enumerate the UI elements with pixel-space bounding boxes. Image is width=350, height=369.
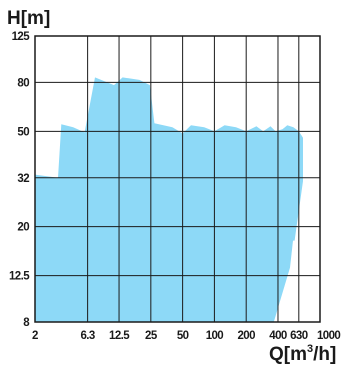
x-tick-label: 1000 (317, 330, 340, 342)
x-tick-label: 630 (290, 330, 308, 342)
x-axis-title-main: Q[m (269, 344, 307, 365)
x-tick-label: 25 (145, 330, 158, 342)
performance-area-0 (35, 77, 303, 323)
y-axis-title: H[m] (7, 8, 50, 29)
y-tick-label: 125 (12, 31, 31, 43)
fill-layer (35, 77, 303, 323)
x-tick-label: 200 (237, 330, 255, 342)
x-tick-label: 2 (32, 330, 38, 342)
x-tick-label: 400 (269, 330, 287, 342)
y-tick-label: 8 (23, 317, 30, 329)
y-tick-label: 80 (17, 77, 29, 89)
x-tick-label: 100 (206, 330, 224, 342)
y-tick-label: 12.5 (9, 271, 30, 283)
grid-layer (34, 35, 321, 323)
x-tick-label: 12.5 (109, 330, 130, 342)
y-tick-label: 50 (17, 126, 29, 138)
plot-frame (34, 35, 321, 323)
x-axis-title: Q[m3/h] (269, 343, 336, 365)
x-axis-title-end: /h] (313, 344, 336, 365)
x-axis-title-superscript: 3 (307, 343, 313, 355)
x-tick-label: 6.3 (81, 330, 95, 342)
y-tick-label: 20 (17, 222, 29, 234)
label-layer: 125 80 50 32 20 12.5 82 6.3 12.5 25 50 100 200 400 630… (9, 31, 341, 342)
y-tick-label: 32 (17, 173, 29, 185)
x-tick-label: 50 (177, 330, 189, 342)
